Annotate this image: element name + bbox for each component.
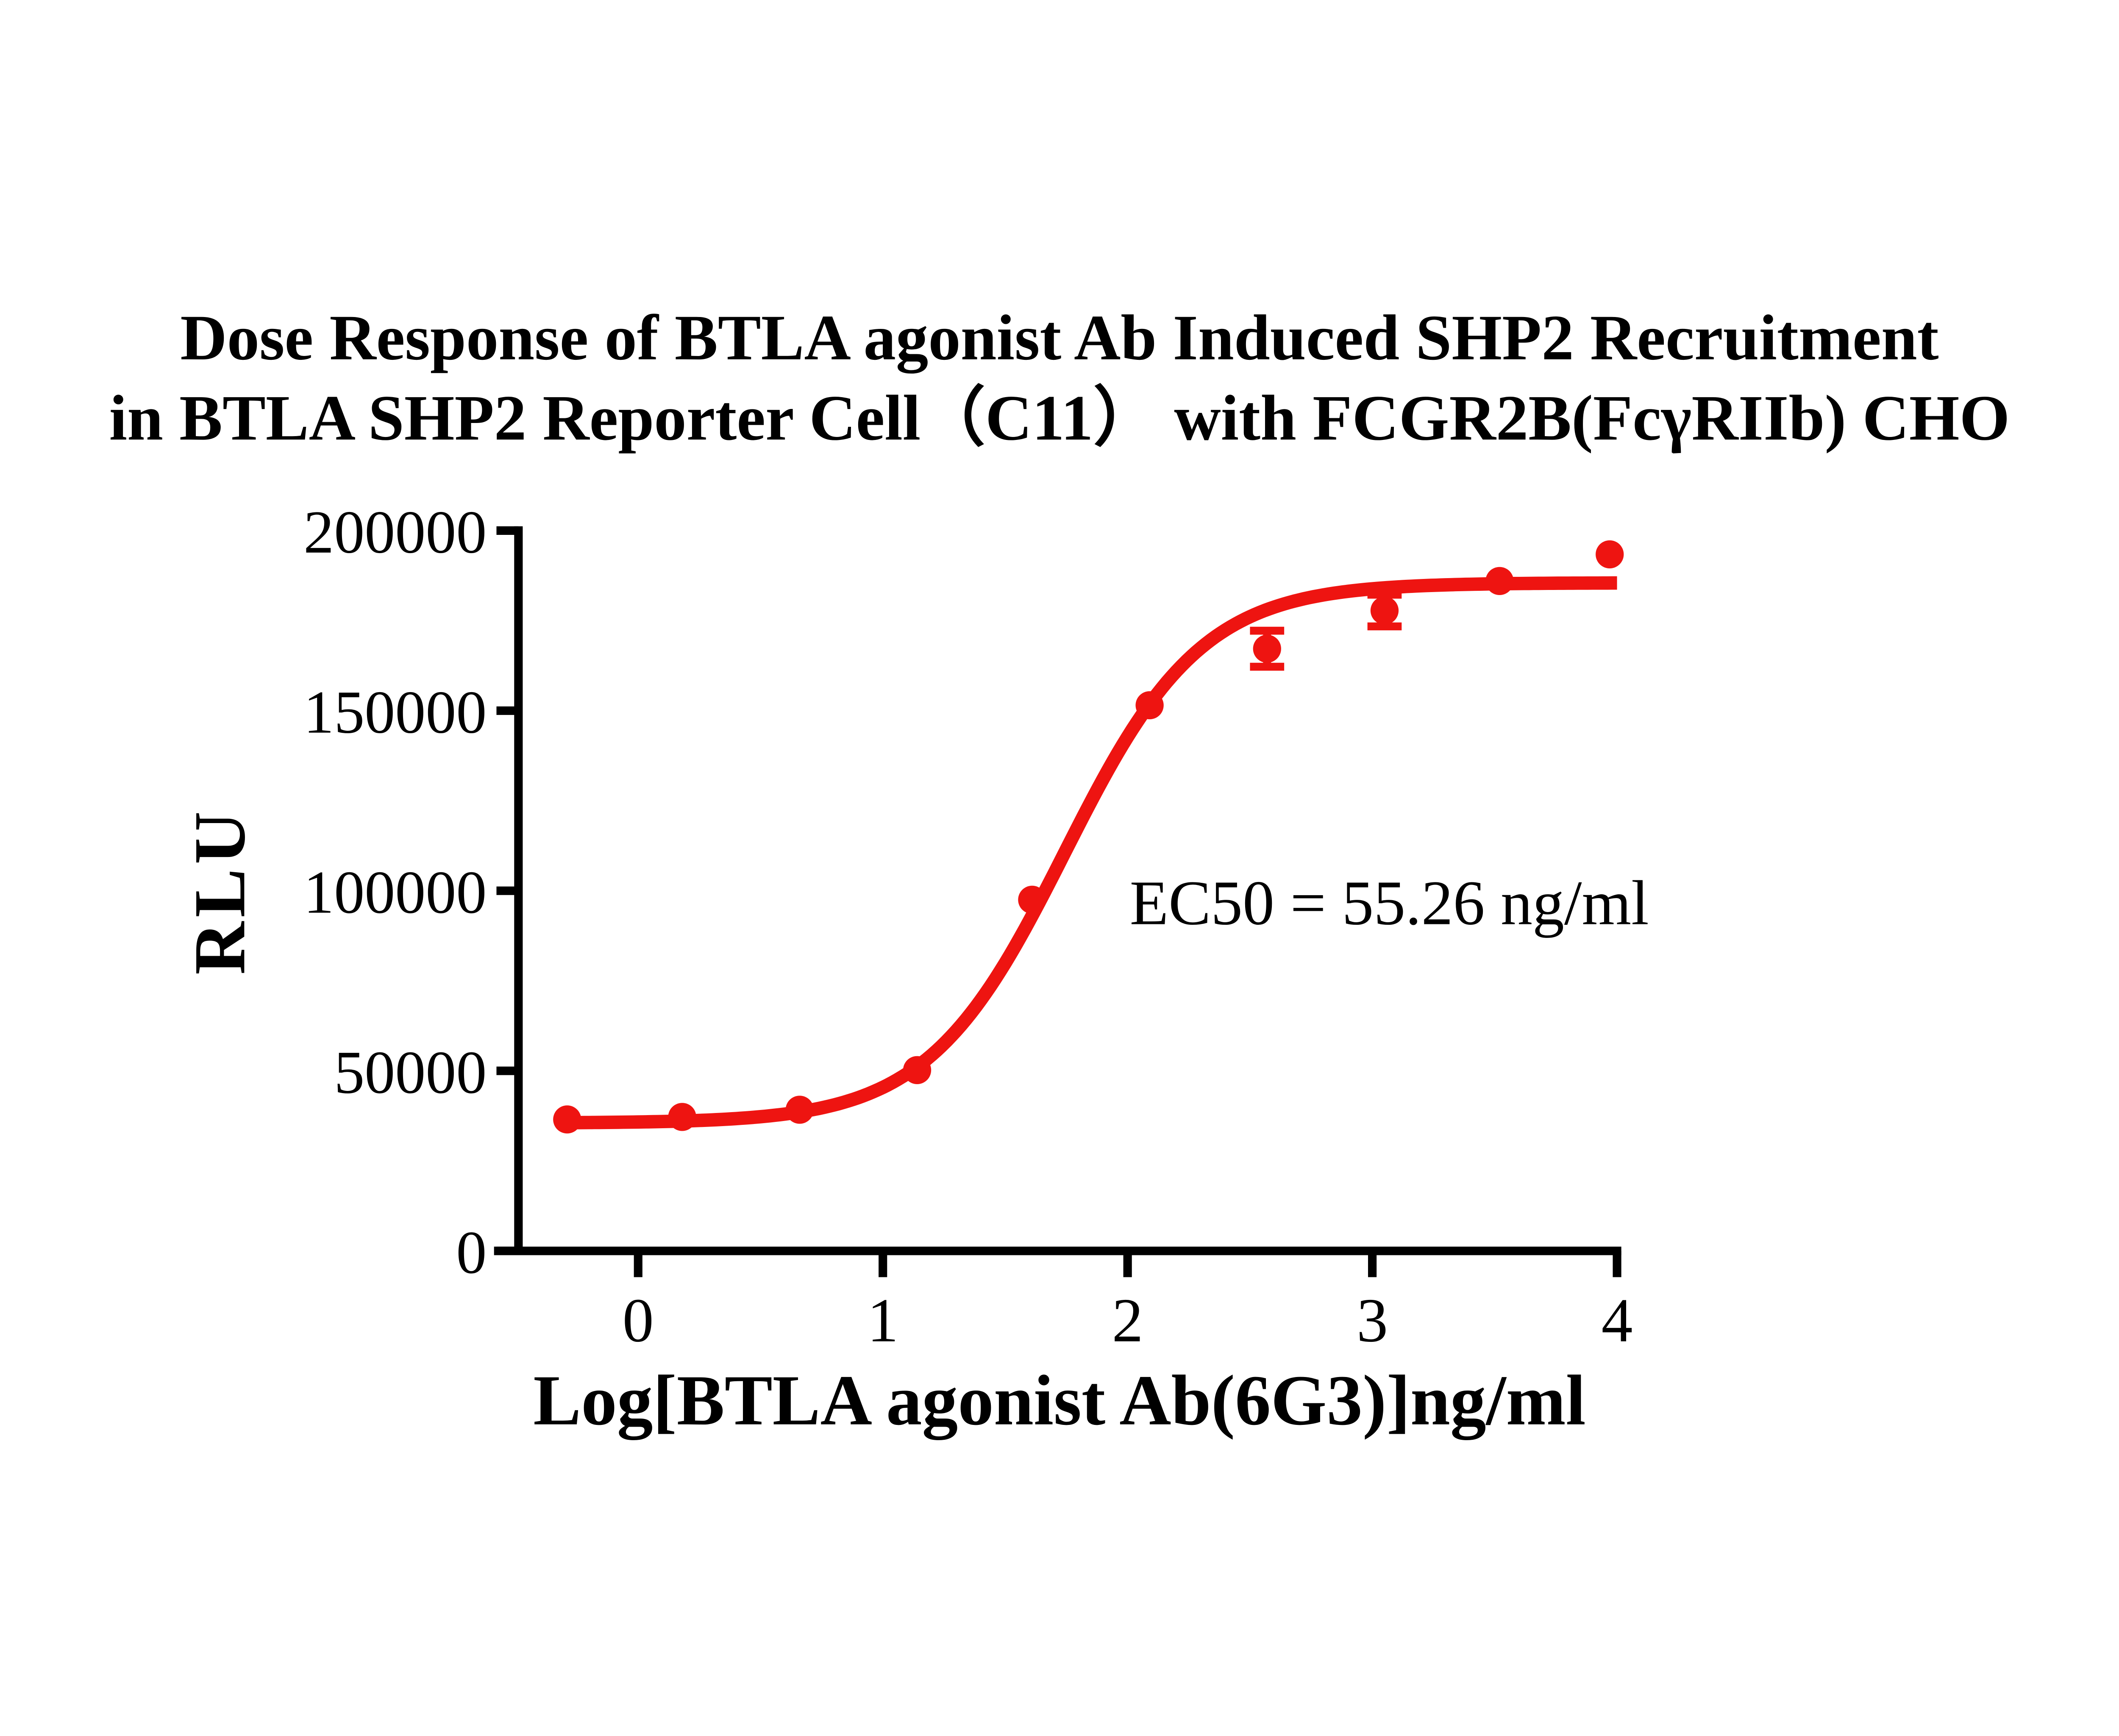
x-axis-title: Log[BTLA agonist Ab(6G3)]ng/ml: [533, 1360, 1585, 1440]
data-point-marker: [1596, 540, 1624, 569]
data-point-marker: [785, 1096, 814, 1124]
data-points: [553, 540, 1624, 1134]
data-point-marker: [1485, 567, 1514, 595]
data-point-marker: [903, 1056, 932, 1085]
data-point-marker: [1018, 885, 1046, 914]
chart-title-line2: in BTLA SHP2 Reporter Cell（C11） with FCG…: [109, 382, 2010, 454]
data-point-marker: [1253, 634, 1281, 663]
x-tick-label: 1: [867, 1285, 898, 1355]
data-point-marker: [668, 1103, 696, 1131]
y-axis-title: RLU: [179, 807, 260, 974]
data-point-marker: [1370, 596, 1399, 625]
y-tick-label: 0: [456, 1219, 487, 1286]
x-tick-label: 4: [1602, 1285, 1633, 1355]
ec50-annotation: EC50 = 55.26 ng/ml: [1130, 868, 1649, 938]
y-tick-label: 50000: [334, 1039, 487, 1106]
data-point-marker: [553, 1105, 581, 1134]
x-ticks: 0 1 2 3 4: [623, 1251, 1633, 1355]
chart-title-line1: Dose Response of BTLA agonist Ab Induced…: [180, 302, 1938, 374]
x-tick-label: 2: [1112, 1285, 1143, 1355]
y-tick-label: 200000: [303, 499, 487, 566]
y-tick-label: 100000: [303, 859, 487, 926]
x-tick-label: 0: [623, 1285, 654, 1355]
x-tick-label: 3: [1357, 1285, 1388, 1355]
data-point-marker: [1135, 691, 1164, 720]
dose-response-curve: [563, 576, 1619, 1130]
y-tick-label: 150000: [303, 679, 487, 746]
y-ticks: 0 50000 100000 150000 200000: [303, 499, 519, 1286]
fit-curve: [563, 576, 1619, 1130]
